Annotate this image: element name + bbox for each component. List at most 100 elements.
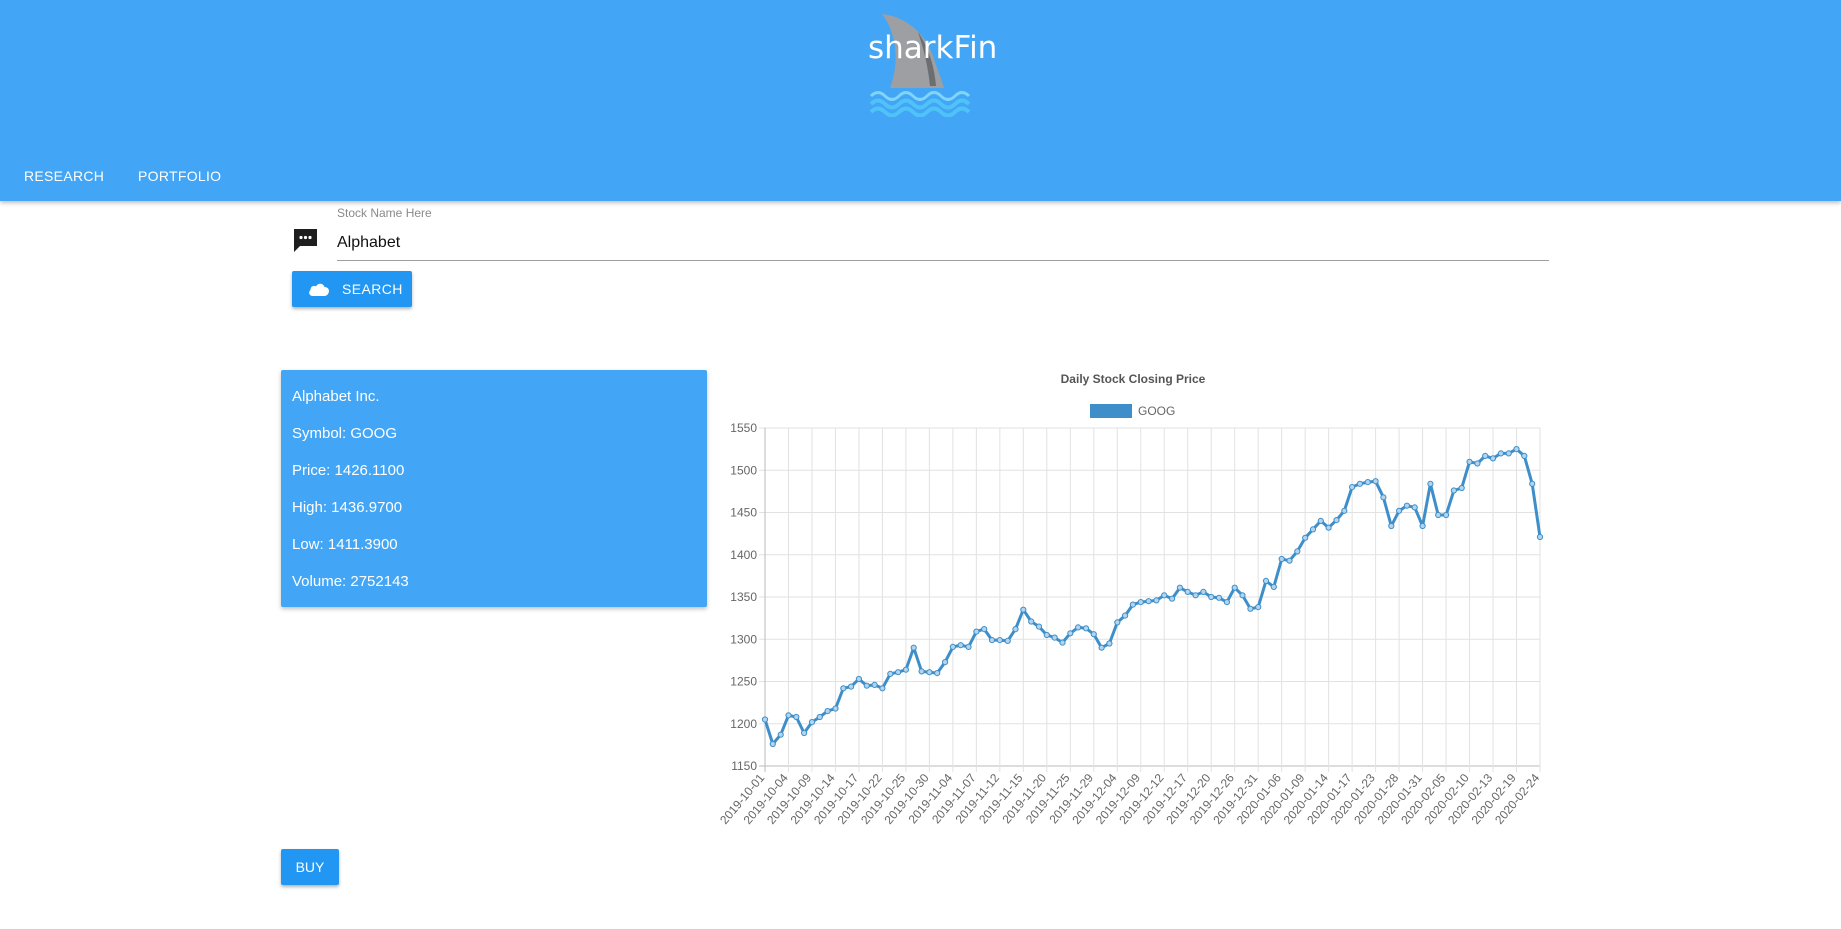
data-point xyxy=(1466,458,1473,465)
data-point xyxy=(1075,624,1082,631)
data-point xyxy=(918,668,925,675)
stock-volume: Volume: 2752143 xyxy=(292,573,409,590)
stock-name-input[interactable] xyxy=(337,226,1549,261)
data-point xyxy=(1474,460,1481,467)
stock-info-card: Alphabet Inc. Symbol: GOOG Price: 1426.1… xyxy=(281,370,707,607)
data-point xyxy=(981,626,988,633)
data-point xyxy=(1286,557,1293,564)
data-point xyxy=(902,666,909,673)
y-tick-label: 1150 xyxy=(731,759,757,773)
stock-high: High: 1436.9700 xyxy=(292,499,403,516)
y-tick-label: 1550 xyxy=(730,421,757,435)
data-point xyxy=(1035,623,1043,630)
data-point xyxy=(957,642,964,649)
data-point xyxy=(1411,504,1418,511)
data-point xyxy=(1388,522,1395,530)
shark-fin-icon xyxy=(869,14,971,118)
y-tick-label: 1350 xyxy=(730,590,757,604)
data-point xyxy=(965,643,972,650)
data-point xyxy=(1356,480,1364,487)
y-tick-label: 1200 xyxy=(730,717,757,731)
data-point xyxy=(1106,640,1113,647)
data-point xyxy=(801,729,808,737)
data-point xyxy=(1372,478,1379,485)
data-point xyxy=(1294,548,1301,555)
data-point xyxy=(1396,507,1403,514)
data-point xyxy=(1278,555,1285,563)
data-point xyxy=(777,731,784,738)
data-point xyxy=(1419,522,1426,530)
y-tick-label: 1250 xyxy=(730,675,757,689)
legend-swatch xyxy=(1090,404,1132,418)
data-point xyxy=(855,675,862,683)
data-point xyxy=(1223,599,1230,606)
data-point xyxy=(1482,452,1489,460)
data-point xyxy=(824,708,831,715)
stock-price: Price: 1426.1100 xyxy=(292,462,405,479)
data-point xyxy=(1192,592,1199,599)
message-icon xyxy=(292,226,320,254)
data-point xyxy=(1020,606,1027,613)
data-point xyxy=(1255,604,1262,611)
data-point xyxy=(1505,450,1512,457)
y-tick-label: 1400 xyxy=(730,548,757,562)
legend-label[interactable]: GOOG xyxy=(1138,404,1175,418)
stock-symbol: Symbol: GOOG xyxy=(292,425,398,442)
y-tick-label: 1300 xyxy=(730,632,757,646)
data-point xyxy=(1208,593,1215,601)
data-point xyxy=(1403,502,1411,509)
data-point xyxy=(879,685,886,692)
data-point xyxy=(1153,597,1160,604)
data-point xyxy=(1231,584,1238,591)
search-button[interactable]: SEARCH xyxy=(292,271,412,307)
data-point xyxy=(1145,598,1152,605)
stock-name-label: Stock Name Here xyxy=(337,206,432,220)
data-point xyxy=(808,719,816,726)
data-point xyxy=(1497,450,1505,457)
data-point xyxy=(1129,601,1136,608)
data-point xyxy=(1435,511,1442,519)
data-point xyxy=(832,705,839,712)
data-point xyxy=(1012,626,1019,633)
data-point xyxy=(1443,511,1450,519)
brand-logo: sharkFin xyxy=(868,12,998,118)
data-point xyxy=(1529,480,1536,487)
data-point xyxy=(1521,452,1528,460)
stock-low: Low: 1411.3900 xyxy=(292,536,398,553)
data-point xyxy=(926,669,933,676)
chart-title: Daily Stock Closing Price xyxy=(1061,372,1206,386)
data-point xyxy=(840,685,847,692)
data-point xyxy=(1082,625,1090,632)
data-point xyxy=(1176,584,1183,591)
nav-portfolio[interactable]: PORTFOLIO xyxy=(138,168,222,184)
cloud-icon xyxy=(308,281,330,302)
company-name: Alphabet Inc. xyxy=(292,388,380,405)
data-point xyxy=(769,740,776,748)
data-point xyxy=(1458,484,1465,492)
data-point xyxy=(1302,534,1309,541)
y-tick-label: 1500 xyxy=(730,463,757,477)
closing-price-chart: Daily Stock Closing Price GOOG 1150 1200 1… xyxy=(717,372,1544,827)
data-point xyxy=(1090,631,1097,638)
data-point xyxy=(895,669,902,676)
buy-button[interactable]: BUY xyxy=(281,849,339,885)
data-point xyxy=(949,643,956,650)
data-point xyxy=(1169,595,1176,602)
data-point xyxy=(934,670,941,677)
data-point xyxy=(761,716,769,723)
nav-research[interactable]: RESEARCH xyxy=(24,168,105,184)
data-point xyxy=(1364,479,1371,486)
data-point xyxy=(1098,644,1105,651)
data-point xyxy=(1051,634,1058,641)
data-point xyxy=(1028,618,1035,625)
data-point xyxy=(1341,507,1348,514)
data-point xyxy=(848,683,855,690)
data-point xyxy=(1262,577,1270,584)
data-point xyxy=(1122,612,1129,619)
series-line-goog xyxy=(763,447,1542,746)
app-bar: sharkFin RESEARCH PORTFOLIO xyxy=(0,0,1841,201)
data-point xyxy=(1114,619,1121,626)
data-point xyxy=(1380,494,1387,501)
y-tick-label: 1450 xyxy=(730,506,757,520)
brand-title: sharkFin xyxy=(868,30,998,66)
